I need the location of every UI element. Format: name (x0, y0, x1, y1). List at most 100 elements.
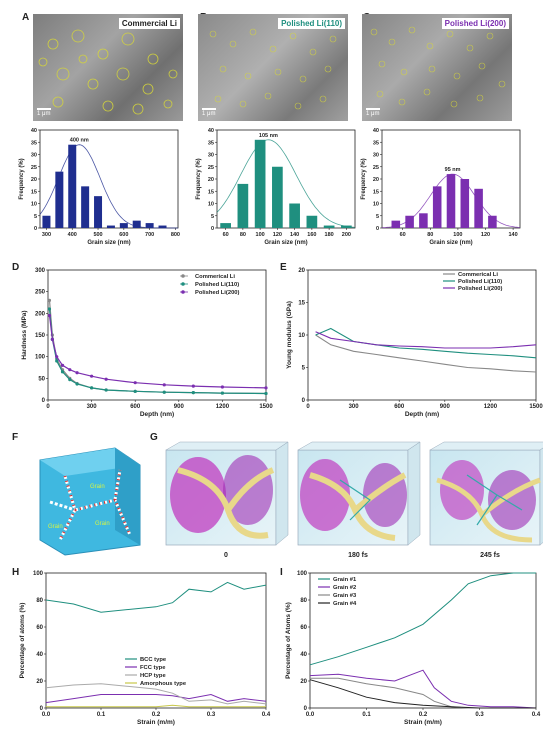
x-tick-label: 160 (307, 232, 316, 238)
y-tick-label: 15 (373, 189, 379, 195)
x-tick-label: 0.3 (207, 712, 216, 718)
x-tick-label: 1500 (259, 404, 273, 410)
data-point (264, 391, 268, 396)
grain-circle-overlay (370, 26, 506, 108)
y-tick-label: 0 (211, 226, 214, 232)
legend-label: Polished Li(200) (458, 286, 503, 292)
y-tick-label: 0 (304, 706, 308, 712)
y-tick-label: 40 (36, 652, 43, 658)
histogram-bar (158, 225, 167, 228)
time-label: 0 (224, 552, 228, 559)
y-tick-label: 25 (373, 165, 379, 171)
scale-bar: 1 μm (37, 108, 51, 117)
grain-label: Grain (95, 521, 110, 527)
y-tick-label: 40 (300, 652, 307, 658)
x-tick-label: 120 (273, 232, 282, 238)
x-tick-label: 100 (453, 232, 462, 238)
legend-label: Polished Li(200) (195, 290, 240, 296)
legend-label: Grain #3 (333, 593, 357, 599)
y-tick-label: 30 (208, 153, 214, 159)
legend-label: Polished Li(110) (195, 282, 239, 288)
histogram-bar (391, 220, 401, 228)
data-point (47, 298, 52, 302)
y-tick-label: 35 (31, 140, 37, 146)
legend-label: Commerical Li (458, 272, 498, 278)
snapshot-245 (429, 441, 553, 546)
grain-circle-overlay (38, 29, 178, 115)
y-tick-label: 20 (298, 268, 305, 274)
legend-label: BCC type (140, 657, 167, 663)
data-point (75, 371, 79, 375)
histogram-bar (405, 215, 414, 228)
histogram-bar (306, 215, 318, 228)
time-label: 180 fs (348, 552, 368, 559)
y-tick-label: 0 (302, 398, 306, 404)
x-tick-label: 0 (46, 404, 50, 410)
x-axis-label: Strain (m/m) (404, 719, 442, 726)
polycrystal-model: Grain Grain Grain (39, 447, 141, 556)
y-axis-label: Young modulus (GPa) (286, 301, 293, 369)
sample-tag: Commercial Li (118, 18, 180, 29)
y-tick-label: 10 (373, 202, 379, 208)
y-tick-label: 20 (208, 177, 214, 183)
data-point (133, 389, 137, 393)
data-point (220, 385, 224, 389)
sem-image-li110: Polished Li(110) 1 μm (198, 14, 348, 121)
data-point (90, 386, 94, 390)
x-tick-label: 0.2 (419, 712, 428, 718)
y-tick-label: 5 (211, 214, 214, 220)
y-axis-label: Percentage of Atoms (%) (285, 602, 292, 679)
data-point (220, 391, 224, 395)
x-tick-label: 0.1 (97, 712, 106, 718)
panel-label-g: G (150, 432, 158, 443)
y-tick-label: 200 (35, 311, 46, 317)
y-tick-label: 250 (35, 290, 46, 296)
data-point (60, 370, 65, 374)
x-tick-label: 1200 (216, 404, 230, 410)
y-tick-label: 150 (35, 333, 46, 339)
histogram-commercial: 300 400 500 600 700 800 0 5 10 15 20 25 30 35 40 Grain … (19, 128, 180, 246)
y-tick-label: 40 (208, 128, 214, 134)
y-tick-label: 100 (33, 571, 44, 577)
data-point (162, 383, 166, 387)
series-line (309, 669, 537, 709)
series-line (45, 683, 267, 705)
x-tick-label: 300 (42, 232, 51, 238)
series-line (310, 677, 536, 709)
grain-label: Grain (48, 524, 63, 530)
series-line (309, 679, 536, 709)
data-point (191, 391, 195, 395)
data-point (68, 378, 72, 382)
grain-label: Grain (90, 484, 105, 490)
legend-label: FCC type (140, 665, 166, 671)
grain-circle-overlay (209, 28, 337, 110)
histogram-bar (145, 223, 154, 228)
y-axis-label: Hardness (MPa) (21, 310, 28, 359)
legend-label: Grain #4 (333, 601, 357, 607)
data-point (47, 307, 52, 311)
x-tick-label: 120 (481, 232, 490, 238)
histogram-bar (94, 196, 103, 228)
x-tick-label: 600 (394, 404, 405, 410)
series-line (46, 704, 266, 708)
panel-label-f: F (12, 432, 19, 443)
y-axis-label: Frequency (%) (361, 158, 367, 199)
y-axis-label: Percentage of atoms (%) (19, 603, 26, 679)
x-axis-label: Depth (nm) (140, 411, 174, 418)
histogram-bar (68, 144, 77, 228)
x-tick-label: 0.0 (306, 712, 315, 718)
data-point (50, 337, 54, 341)
y-tick-label: 10 (208, 202, 214, 208)
histogram-li110: 60 80 100 120 140 160 180 200 0 5 10 15 20 25 30 35 40 Gr… (196, 128, 356, 246)
peak-label: 95 nm (445, 167, 461, 173)
x-tick-label: 300 (349, 404, 360, 410)
y-tick-label: 80 (36, 598, 43, 604)
data-point (68, 368, 72, 372)
x-tick-label: 0.4 (262, 712, 271, 718)
y-tick-label: 20 (373, 177, 379, 183)
x-tick-label: 60 (400, 232, 406, 238)
histogram-li200: 60 80 100 120 140 0 5 10 15 20 25 30 35 40 Grain size … (361, 128, 521, 246)
hardness-chart: 0 300 600 900 1200 1500 0 50 100 150 200 250 300 Dept… (21, 268, 273, 418)
sample-tag: Polished Li(110) (278, 18, 345, 29)
y-tick-label: 300 (35, 268, 46, 274)
